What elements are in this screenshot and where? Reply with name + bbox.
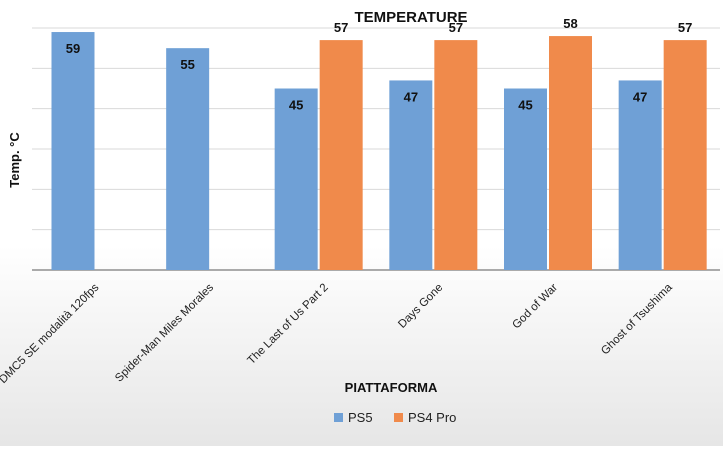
legend-label-ps5: PS5	[348, 410, 373, 425]
y-axis-title: Temp. °C	[7, 132, 22, 188]
data-label: 57	[449, 20, 463, 35]
bar-ps5-1	[166, 48, 210, 270]
data-label: 45	[518, 98, 532, 113]
category-label: God of War	[510, 282, 560, 332]
bar-ps5-3	[389, 80, 433, 270]
legend-swatch-ps5	[334, 413, 343, 422]
data-label: 47	[404, 89, 418, 104]
legend: PS5 PS4 Pro	[334, 410, 456, 425]
bar-ps4-pro-5	[663, 40, 707, 270]
data-labels: 59 55 45 57 47 57 45 58 47 57	[66, 16, 693, 112]
x-axis-title: PIATTAFORMA	[345, 380, 438, 395]
category-labels: DMC5 SE modalità 120fps Spider-Man Miles …	[0, 281, 675, 386]
data-label: 45	[289, 98, 303, 113]
bar-ps4-pro-3	[434, 40, 478, 270]
category-label: Spider-Man Miles Morales	[113, 281, 216, 384]
data-label: 47	[633, 89, 647, 104]
data-label: 57	[678, 20, 692, 35]
data-label: 58	[563, 16, 577, 31]
bar-ps5-2	[274, 88, 318, 270]
category-label: Ghost of Tsushima	[599, 281, 675, 357]
category-label: The Last of Us Part 2	[245, 282, 330, 367]
data-label: 57	[334, 20, 348, 35]
data-label: 59	[66, 41, 80, 56]
bar-ps5-0	[51, 32, 95, 271]
bar-ps4-pro-2	[319, 40, 363, 270]
bars	[51, 32, 707, 271]
bar-ps5-4	[504, 88, 547, 270]
grid-lines	[32, 27, 720, 271]
category-label: DMC5 SE modalità 120fps	[0, 281, 102, 385]
data-label: 55	[180, 57, 194, 72]
bar-ps5-5	[618, 80, 662, 270]
legend-swatch-ps4-pro	[394, 413, 403, 422]
bar-ps4-pro-4	[549, 36, 592, 270]
category-label: Days Gone	[396, 282, 445, 331]
chart-title: TEMPERATURE	[354, 9, 467, 26]
legend-label-ps4-pro: PS4 Pro	[408, 410, 456, 425]
